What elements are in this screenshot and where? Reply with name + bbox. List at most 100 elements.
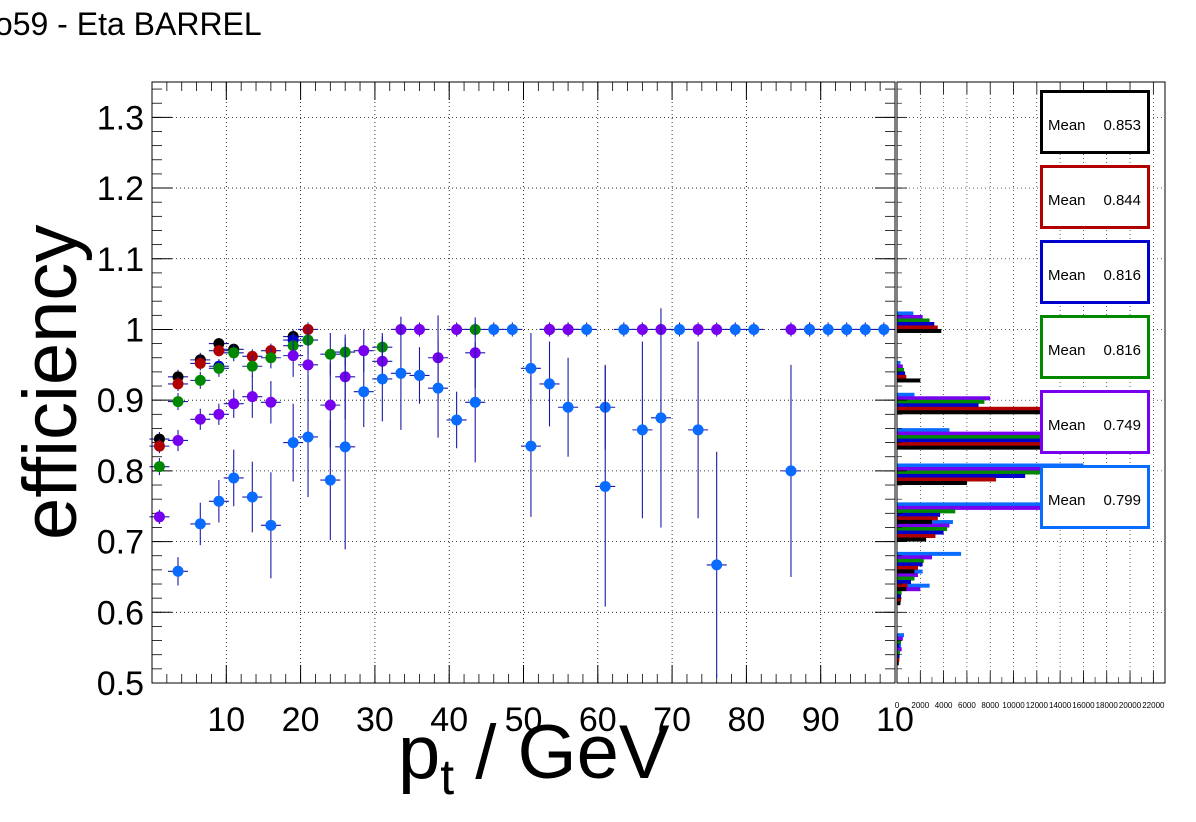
projection-bar-azure <box>897 583 930 588</box>
projection-bar-azure <box>897 392 915 397</box>
data-point <box>711 323 723 335</box>
projection-bar-violet <box>897 314 923 319</box>
x-tick-label: 90 <box>802 701 840 739</box>
projection-bar-black <box>897 445 1125 450</box>
projection-bar-darkred <box>897 516 938 521</box>
projection-x-tick-label: 6000 <box>958 701 976 710</box>
stat-value: 0.749 <box>1103 417 1141 434</box>
projection-bar-blue <box>897 643 900 648</box>
projection-bin <box>897 551 962 574</box>
projection-bar-green <box>897 576 915 581</box>
y-tick-label: 1.3 <box>97 99 144 137</box>
data-point <box>265 519 277 531</box>
stat-value: 0.853 <box>1103 117 1141 134</box>
projection-x-tick-label: 2000 <box>911 701 929 710</box>
data-point <box>692 424 704 436</box>
projection-bar-violet <box>897 466 1072 471</box>
data-point <box>655 412 667 424</box>
projection-bar-blue <box>897 371 906 376</box>
data-point <box>324 348 336 360</box>
data-point <box>287 437 299 449</box>
data-point <box>228 472 240 484</box>
projection-bar-darkred <box>897 657 900 662</box>
data-point <box>213 345 225 357</box>
data-point <box>525 440 537 452</box>
main-grid <box>152 82 896 683</box>
data-point <box>246 491 258 503</box>
data-point <box>228 398 240 410</box>
projection-bin <box>897 311 942 333</box>
data-point <box>506 323 518 335</box>
data-point <box>562 401 574 413</box>
data-point <box>194 374 206 386</box>
projection-bar-green <box>897 470 1043 475</box>
data-point <box>153 511 165 523</box>
projection-bar-azure <box>897 633 904 638</box>
data-point <box>822 323 834 335</box>
y-tick-labels: 0.5 0.6 0.7 0.8 0.9 1 1.1 1.2 1.3 <box>97 99 144 703</box>
projection-x-tick-label: 18000 <box>1096 701 1119 710</box>
stat-box-green: Mean 0.816 <box>1040 315 1150 379</box>
data-point <box>172 378 184 390</box>
projection-bar-blue <box>897 512 941 517</box>
stat-value: 0.816 <box>1103 267 1141 284</box>
projection-bar-green <box>897 367 904 372</box>
x-tick-labels: 10 20 30 40 50 60 70 80 90 10 <box>207 701 914 739</box>
data-point <box>228 347 240 359</box>
stat-box-black: Mean 0.853 <box>1040 90 1150 154</box>
y-tick-label: 0.8 <box>97 453 144 491</box>
projection-bar-black <box>897 519 932 524</box>
projection-bar-black <box>897 480 967 485</box>
data-point <box>287 350 299 362</box>
main-data-points <box>149 308 894 679</box>
data-point <box>469 396 481 408</box>
projection-bar-violet <box>897 364 903 369</box>
projection-x-tick-label: 0 <box>895 701 900 710</box>
stat-label: Mean <box>1048 117 1086 134</box>
data-point <box>544 323 556 335</box>
stat-box-blue: Mean 0.816 <box>1040 240 1150 304</box>
data-point <box>358 386 370 398</box>
data-point <box>358 345 370 357</box>
projection-bar-blue <box>897 473 1026 478</box>
projection-bar-green <box>897 318 930 323</box>
projection-bar-azure <box>897 360 901 365</box>
projection-bin <box>897 392 1142 415</box>
data-point <box>692 323 704 335</box>
projection-bar-violet <box>897 587 921 592</box>
data-point <box>213 362 225 374</box>
data-point <box>265 396 277 408</box>
x-tick-label: 40 <box>430 701 468 739</box>
stat-label: Mean <box>1048 417 1086 434</box>
data-point <box>172 434 184 446</box>
stat-box-azure: Mean 0.799 <box>1040 465 1150 529</box>
stat-value: 0.844 <box>1103 192 1141 209</box>
y-tick-label: 0.7 <box>97 524 144 562</box>
data-point <box>302 431 314 443</box>
projection-bar-blue <box>897 580 911 585</box>
main-plot-frame <box>151 81 896 684</box>
projection-bar-violet <box>897 396 991 401</box>
y-tick-label: 0.5 <box>97 665 144 703</box>
data-point <box>674 323 686 335</box>
projection-bar-blue <box>897 654 900 659</box>
main-axis-ticks <box>152 82 896 684</box>
projection-bar-azure <box>897 551 962 556</box>
x-tick-label: 60 <box>579 701 617 739</box>
data-point <box>525 362 537 374</box>
data-point <box>413 323 425 335</box>
data-point <box>636 424 648 436</box>
projection-bar-azure <box>897 311 914 316</box>
x-tick-label: 30 <box>356 701 394 739</box>
stat-value: 0.799 <box>1103 492 1141 509</box>
data-point <box>859 323 871 335</box>
stat-label: Mean <box>1048 267 1086 284</box>
projection-axis-ticks: 0 2000 4000 6000 8000 10000 12000 14000 16000 180… <box>895 82 1165 710</box>
y-tick-label: 1 <box>125 311 144 349</box>
x-axis-title-rest: / GeV <box>454 710 670 795</box>
data-point <box>172 396 184 408</box>
projection-x-tick-label: 22000 <box>1142 701 1165 710</box>
data-point <box>302 359 314 371</box>
data-point <box>711 559 723 571</box>
data-point <box>339 441 351 453</box>
